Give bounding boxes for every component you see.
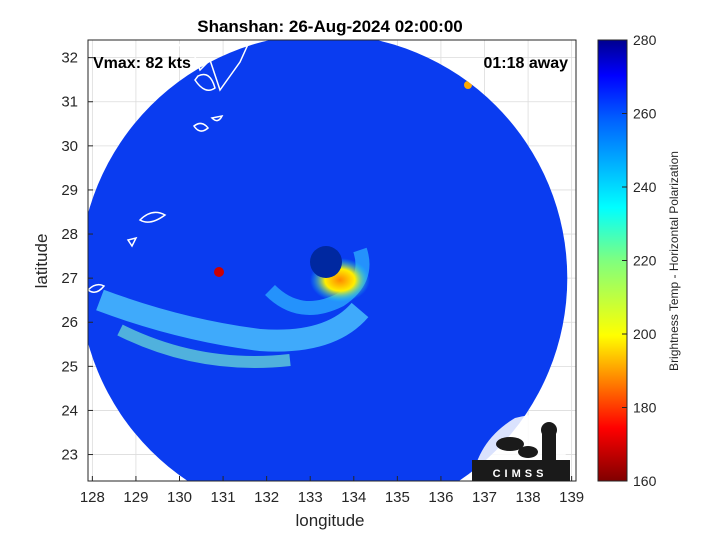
- coastlines: [88, 40, 251, 293]
- y-axis-label: latitude: [32, 234, 51, 289]
- x-tick-label: 131: [211, 489, 236, 506]
- eye: [310, 246, 342, 278]
- y-tick-label: 27: [61, 270, 78, 287]
- colorbar-tick-label: 160: [633, 473, 657, 489]
- x-tick-label: 138: [516, 489, 541, 506]
- x-axis-ticks: 128 129 130 131 132 133 134 135 136 137 138 139: [80, 476, 584, 506]
- colorbar-ticks: 160 180 200 220 240 260 280: [622, 32, 657, 489]
- y-tick-label: 31: [61, 94, 78, 111]
- axes-frame: [87, 39, 577, 482]
- x-tick-label: 137: [472, 489, 497, 506]
- y-tick-label: 30: [61, 138, 78, 155]
- x-axis-label: longitude: [295, 511, 364, 530]
- vmax-annotation: Vmax: 82 kts: [93, 55, 191, 72]
- y-tick-label: 29: [61, 182, 78, 199]
- y-tick-label: 25: [61, 358, 78, 375]
- y-tick-label: 23: [61, 447, 78, 464]
- colorbar-label: Brightness Temp - Horizontal Polarizatio…: [667, 151, 681, 371]
- x-tick-label: 132: [254, 489, 279, 506]
- y-tick-label: 28: [61, 226, 78, 243]
- x-tick-label: 133: [298, 489, 323, 506]
- y-tick-label: 32: [61, 50, 78, 67]
- time-offset-annotation: 01:18 away: [483, 55, 568, 72]
- x-tick-label: 129: [123, 489, 148, 506]
- x-tick-label: 135: [385, 489, 410, 506]
- x-tick-label: 134: [341, 489, 366, 506]
- y-tick-label: 26: [61, 314, 78, 331]
- y-axis-ticks: 23 24 25 26 27 28 29 30 31 32: [61, 50, 93, 464]
- colorbar-tick-label: 200: [633, 326, 657, 342]
- cimss-logo: CIMSS: [472, 414, 570, 481]
- colorbar-tick-label: 240: [633, 179, 657, 195]
- colorbar-tick-label: 220: [633, 253, 657, 269]
- x-tick-label: 139: [559, 489, 584, 506]
- x-tick-label: 128: [80, 489, 105, 506]
- southern-rainband: [117, 324, 291, 368]
- colorbar-tick-label: 180: [633, 400, 657, 416]
- chart-title: Shanshan: 26-Aug-2024 02:00:00: [197, 17, 463, 36]
- colorbar-tick-label: 260: [633, 106, 657, 122]
- brightness-temperature-swath: [88, 40, 568, 481]
- cold-spot: [214, 267, 224, 277]
- y-tick-label: 24: [61, 402, 78, 419]
- colorbar-tick-label: 280: [633, 32, 657, 48]
- outer-rainband: [96, 289, 369, 352]
- x-tick-label: 130: [167, 489, 192, 506]
- cimss-logo-text: CIMSS: [493, 468, 548, 480]
- x-tick-label: 136: [428, 489, 453, 506]
